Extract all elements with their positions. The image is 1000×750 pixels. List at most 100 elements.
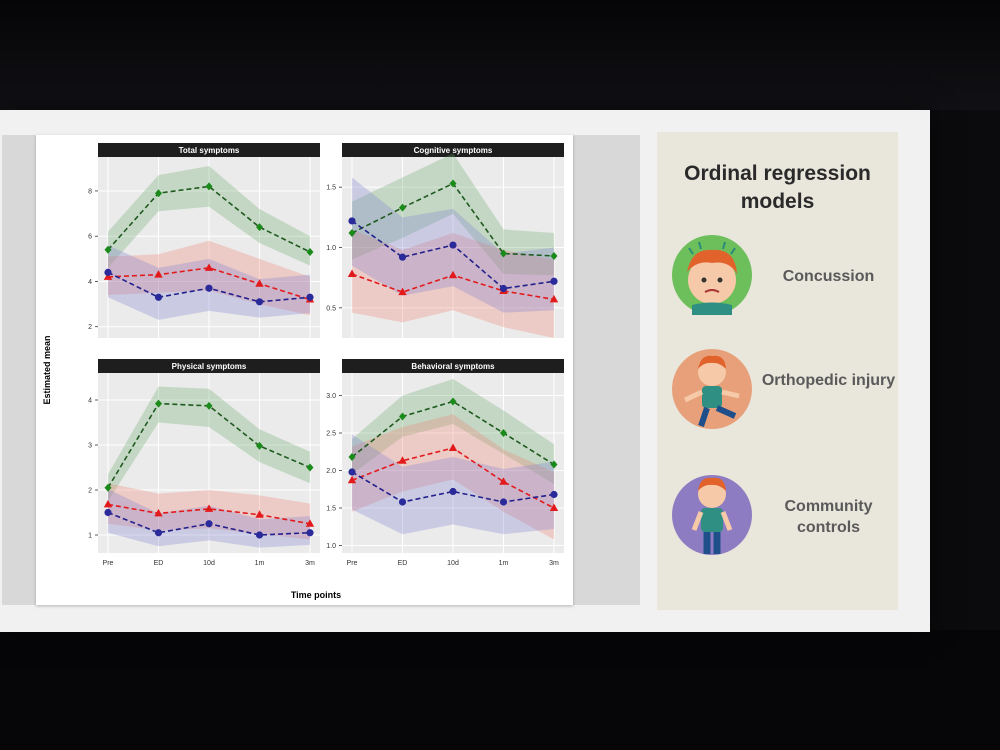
y-tick-label: 3.0 (326, 393, 336, 400)
data-point-concussion (399, 203, 406, 212)
data-point-orthopedic (347, 475, 357, 484)
y-tick-label: 0.5 (326, 305, 336, 312)
data-point-control (306, 529, 314, 537)
series-line-control (351, 471, 555, 503)
panel-title: Physical symptoms (172, 362, 247, 371)
x-tick-label: 1m (255, 560, 265, 567)
data-point-concussion (306, 248, 314, 257)
panel-3: Physical symptoms 1 2 3 4 Pre ED 10d 1m 3m (88, 359, 320, 567)
data-point-orthopedic (305, 519, 315, 527)
panel-4: Behavioral symptoms 1.0 1.5 2.0 2.5 3.0 Pre ED 1… (326, 359, 564, 567)
data-point-orthopedic (549, 503, 559, 511)
data-point-concussion (449, 179, 457, 188)
x-tick-label: Pre (347, 560, 358, 567)
data-point-concussion (256, 223, 263, 232)
faceted-line-chart: Estimated mean Time points Total symptom… (36, 135, 573, 605)
y-tick-label: 2 (88, 324, 92, 331)
data-point-concussion (155, 189, 162, 198)
panel-1: Total symptoms 2 4 6 8 (88, 143, 320, 338)
data-point-concussion (550, 251, 558, 260)
data-point-control (154, 293, 163, 301)
panel-2: Cognitive symptoms 0.5 1.0 1.5 (326, 143, 564, 338)
confidence-band-concussion (352, 379, 554, 484)
data-point-orthopedic (347, 269, 357, 278)
confidence-band-concussion (352, 153, 554, 276)
data-point-control (398, 498, 407, 506)
data-point-control (348, 468, 356, 476)
data-point-control (550, 277, 558, 285)
data-point-orthopedic (103, 499, 113, 508)
data-point-concussion (256, 441, 263, 450)
data-point-concussion (348, 453, 356, 461)
data-point-orthopedic (204, 263, 214, 271)
y-tick-label: 1.5 (326, 185, 336, 192)
data-point-control (104, 508, 112, 517)
data-point-orthopedic (154, 270, 163, 278)
x-tick-label: ED (154, 560, 164, 567)
y-tick-label: 3 (88, 443, 92, 450)
data-point-concussion (104, 245, 112, 254)
data-point-orthopedic (255, 510, 264, 518)
y-tick-label: 4 (88, 398, 92, 405)
x-tick-label: Pre (103, 560, 114, 567)
y-tick-label: 4 (88, 279, 92, 286)
data-point-control (499, 284, 508, 293)
data-point-control (449, 487, 457, 496)
y-tick-label: 8 (88, 188, 92, 195)
x-tick-label: 10d (447, 560, 459, 567)
data-point-orthopedic (103, 272, 113, 280)
concussion-child-icon (672, 235, 752, 315)
data-point-control (205, 284, 213, 292)
data-point-control (306, 293, 314, 301)
panel-strip (98, 359, 320, 373)
y-tick-label: 1.0 (326, 543, 336, 550)
data-point-control (154, 529, 163, 537)
community-child-icon (672, 475, 752, 555)
y-axis-label: Estimated mean (42, 335, 52, 404)
panel-strip (98, 143, 320, 157)
data-point-concussion (205, 401, 213, 410)
data-point-control (348, 217, 356, 225)
y-tick-label: 1.0 (326, 245, 336, 252)
group-label-concussion: Concussion (782, 268, 875, 285)
data-point-concussion (104, 483, 112, 492)
legend-panel: Ordinal regression models Concussion (657, 132, 898, 610)
panel-title: Cognitive symptoms (414, 146, 493, 155)
y-tick-label: 6 (88, 234, 92, 241)
data-point-concussion (155, 399, 162, 408)
data-point-concussion (500, 429, 507, 437)
data-point-concussion (500, 249, 507, 258)
data-point-control (550, 490, 558, 499)
data-point-control (255, 298, 264, 306)
series-line-concussion (107, 185, 311, 253)
data-point-concussion (399, 412, 406, 421)
data-point-control (398, 253, 407, 261)
panel-strip (342, 359, 564, 373)
x-tick-label: 3m (305, 560, 315, 567)
data-point-orthopedic (398, 456, 407, 464)
confidence-band-control (352, 434, 554, 535)
orthopedic-child-icon (672, 349, 752, 429)
series-line-concussion (351, 400, 555, 466)
x-tick-label: 3m (549, 560, 559, 567)
confidence-band-orthopedic (352, 414, 554, 540)
data-point-orthopedic (398, 287, 407, 296)
data-point-concussion (306, 463, 314, 472)
y-tick-label: 2 (88, 488, 92, 495)
group-community: Community controls (657, 470, 898, 590)
y-tick-label: 1 (88, 533, 92, 540)
data-point-orthopedic (255, 279, 264, 287)
dark-room-bottom (0, 630, 1000, 750)
slide-title: Ordinal regression models (684, 162, 871, 213)
series-line-orthopedic (107, 267, 311, 301)
panel-strip (342, 143, 564, 157)
data-point-control (205, 520, 213, 528)
group-label-community: Community controls (784, 498, 873, 536)
chart-canvas: Estimated mean Time points Total symptom… (42, 143, 564, 600)
data-point-control (255, 531, 264, 539)
data-point-concussion (449, 397, 457, 406)
data-point-concussion (348, 229, 356, 238)
data-point-concussion (550, 460, 558, 469)
group-orthopedic: Orthopedic injury (657, 344, 898, 464)
panel-title: Behavioral symptoms (411, 362, 495, 371)
